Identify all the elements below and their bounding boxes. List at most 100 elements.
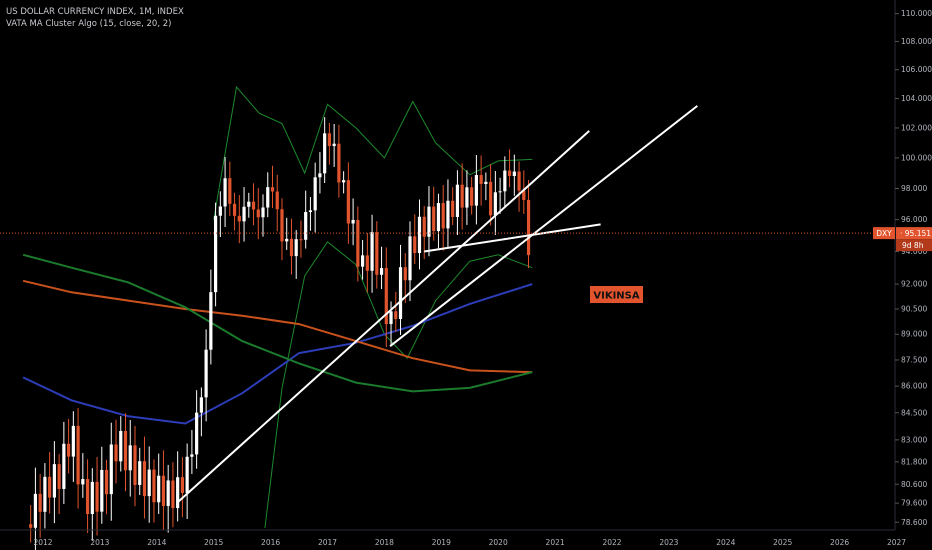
candle-body [256,209,260,218]
candle-body [522,190,526,200]
trendline [424,223,601,253]
price-tick-label: 108.000 [901,37,932,46]
candle-body [474,175,478,206]
candle-body [422,216,426,237]
candle-body [356,219,360,267]
time-tick-label: 2022 [602,538,621,547]
symbol-tag-label: DXY [876,229,892,238]
candle-body [498,191,502,193]
time-tick-label: 2019 [432,538,451,547]
time-tick-label: 2014 [147,538,166,547]
candle-body [398,267,403,319]
candle-body [313,177,317,211]
price-tick-label: 79.600 [901,499,927,508]
time-tick-label: 2021 [546,538,565,547]
candle-body [261,207,265,218]
candle-body [176,477,180,509]
candle-body [128,445,132,471]
candle-body [76,425,80,485]
candle-body [147,469,151,497]
candle-body [360,255,365,267]
candle-body [512,171,516,176]
ma-orange-line [22,279,533,374]
candle-body [171,480,175,509]
candle-body [43,476,47,512]
candle-body [441,203,445,229]
candle-body [228,178,232,204]
candle-body [185,456,189,493]
candle-body [95,481,99,512]
candle-body [104,469,109,495]
candle-body [503,170,507,192]
candle-body [332,143,336,147]
price-tags: DXY · 95.151 9d 8h [873,227,932,252]
candle-body [446,200,450,229]
candle-body [204,349,208,398]
price-tick-label: 98.000 [901,184,927,193]
candlesticks [29,117,531,550]
bollinger-lower-line [264,241,533,529]
candle-body [346,180,350,224]
time-tick-label: 2025 [773,538,792,547]
indicator-legend[interactable]: VATA MA Cluster Algo (15, close, 20, 2) [6,19,172,29]
candle-body [62,443,66,489]
candle-body [384,268,388,325]
candle-body [232,203,237,216]
time-tick-label: 2026 [830,538,849,547]
symbol-title[interactable]: US DOLLAR CURRENCY INDEX, 1M, INDEX [6,7,184,17]
candle-body [342,180,346,183]
candle-body [190,454,194,457]
candle-body [123,431,128,471]
candle-body [213,215,218,293]
price-tick-label: 81.800 [901,457,927,466]
candle-body [223,178,227,207]
time-tick-label: 2016 [261,538,280,547]
time-tick-label: 2024 [716,538,735,547]
candle-body [484,181,488,185]
candle-body [138,461,142,485]
candle-body [109,444,113,495]
bollinger-upper-line [213,85,533,220]
candle-body [247,201,251,207]
candle-body [370,232,374,271]
candle-body [52,464,56,498]
countdown-tag-label: 9d 8h [902,241,924,250]
candle-body [379,268,384,275]
trendline [389,105,698,347]
candle-body [114,444,118,462]
candle-body [417,216,422,254]
price-tick-label: 83.000 [901,435,927,444]
bollinger-bands [213,85,533,529]
price-tick-label: 89.000 [901,330,927,339]
price-tick-label: 96.000 [901,215,927,224]
candle-body [365,255,369,271]
countdown-tag-bg [896,239,932,252]
candle-body [394,311,398,319]
candle-body [318,173,322,178]
price-tick-label: 100.000 [901,153,932,162]
candle-body [209,292,213,350]
time-tick-label: 2017 [318,538,337,547]
time-tick-label: 2013 [90,538,109,547]
candle-body [517,171,521,191]
candle-body [67,443,71,457]
candle-body [451,200,455,217]
price-tick-label: 104.000 [901,94,932,103]
time-tick-label: 2020 [489,538,508,547]
candle-body [33,493,38,528]
candle-body [85,479,90,515]
symbol-tag-bg [873,227,895,240]
candle-body [489,181,493,216]
time-tick-label: 2018 [375,538,394,547]
candle-body [90,481,94,515]
candle-body [470,187,474,206]
candle-body [266,187,270,208]
candle-body [337,143,341,183]
candle-body [237,215,241,222]
time-tick-label: 2027 [887,538,906,547]
candle-body [29,524,33,528]
candle-body [166,480,170,506]
trendlines[interactable] [176,105,698,504]
